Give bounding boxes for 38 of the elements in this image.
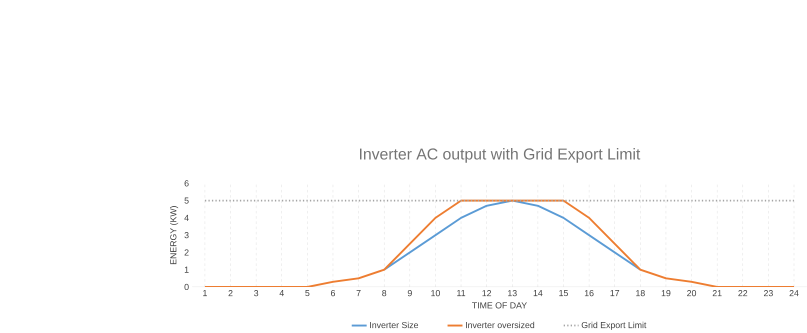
x-tick-label: 16 [584,290,594,296]
y-tick-label: 3 [184,232,189,238]
x-tick-label: 12 [482,290,492,296]
y-tick-label: 2 [184,249,189,256]
x-tick-label: 1 [203,290,207,296]
x-tick-label: 4 [280,290,284,296]
x-tick-label: 18 [636,290,645,296]
x-tick-label: 19 [662,290,670,296]
x-tick-label: 23 [764,290,773,296]
y-tick-label: 6 [184,180,189,186]
x-tick-label: 2 [228,290,233,296]
x-tick-label: 5 [305,290,310,296]
y-axis-title: ENERGY (KW) [170,206,178,264]
y-tick-label: 0 [184,284,189,290]
x-tick-label: 11 [457,290,466,296]
y-tick-label: 4 [184,214,189,221]
x-tick-label: 9 [408,290,412,296]
x-tick-label: 21 [712,290,722,296]
x-tick-label: 22 [738,290,748,296]
x-tick-label: 24 [790,290,799,296]
x-tick-label: 17 [610,290,620,296]
y-tick-label: 1 [184,266,189,273]
x-tick-label: 3 [254,290,258,296]
x-tick-label: 8 [382,290,386,296]
chart-title: Inverter AC output with Grid Export Limit [360,148,640,163]
x-tick-label: 6 [330,290,336,296]
x-tick-label: 14 [534,290,542,296]
legend-label: Inverter oversized [466,322,534,328]
line-series [383,200,642,271]
legend-label: Inverter Size [370,322,418,328]
x-tick-label: 10 [431,290,440,296]
x-tick-label: 13 [508,290,517,296]
legend-label: Grid Export Limit [582,322,646,330]
x-axis-title: TIME OF DAY [472,302,527,309]
x-tick-label: 20 [687,290,696,296]
x-tick-label: 7 [356,290,361,296]
y-tick-label: 5 [184,198,189,204]
x-tick-label: 15 [559,290,568,296]
